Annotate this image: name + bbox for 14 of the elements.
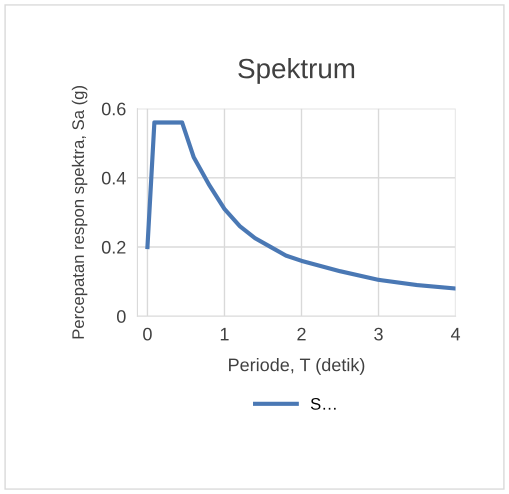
y-tick-label: 0.6	[102, 102, 126, 116]
line-series	[145, 120, 456, 291]
y-tick-label: 0.4	[102, 172, 126, 185]
y-axis-title: Percepatan respon spektra, Sa (g)	[72, 86, 88, 338]
x-tick-label: 2	[297, 328, 306, 340]
legend-label: S…	[310, 398, 336, 410]
x-tick-label: 1	[220, 328, 229, 340]
x-tick-label: 4	[450, 328, 460, 340]
y-tick-label: 0	[116, 310, 126, 323]
chart-title: Spektrum	[238, 58, 354, 84]
y-tick-label: 0.2	[102, 240, 126, 254]
x-tick-label: 3	[374, 328, 383, 341]
x-axis-title: Periode, T (detik)	[229, 358, 364, 375]
x-tick-label: 0	[143, 328, 152, 341]
